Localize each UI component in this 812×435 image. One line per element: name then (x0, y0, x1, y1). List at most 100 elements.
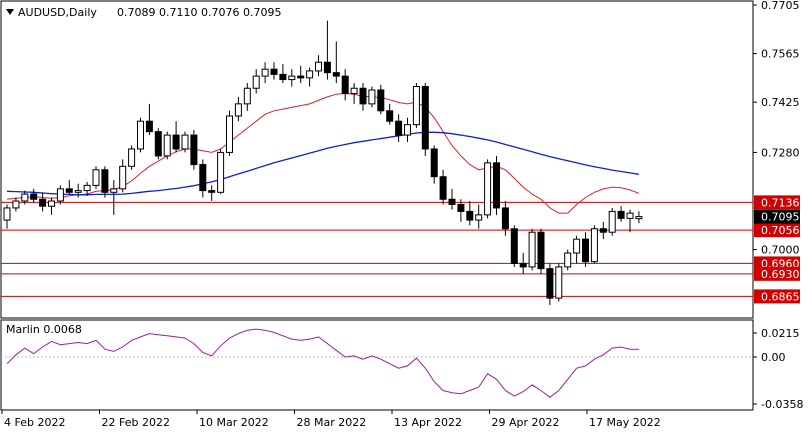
candle-body (475, 214, 483, 221)
candle (386, 103, 394, 125)
price-tick-label: 0.7705 (761, 0, 800, 12)
candle (510, 225, 518, 267)
candle (582, 232, 589, 267)
candle-body (92, 169, 100, 186)
candle-body (288, 75, 296, 81)
candle (83, 181, 91, 196)
candle-body (145, 120, 153, 133)
candle-body (448, 198, 456, 205)
candle-body (519, 262, 527, 268)
candle-body (501, 207, 509, 230)
oscillator-axis-label: -0.0358 (761, 398, 803, 411)
candle-body (48, 200, 55, 207)
candle (555, 263, 563, 302)
candle (466, 200, 474, 226)
candle-body (457, 203, 465, 212)
candle-body (3, 207, 11, 221)
candle (226, 110, 233, 156)
time-tick-label: 13 Apr 2022 (394, 416, 462, 429)
candle (21, 190, 29, 205)
candle (341, 69, 349, 101)
candle-body (368, 89, 376, 105)
candle (74, 183, 82, 198)
candle (475, 204, 483, 229)
level-price-label: 0.7136 (761, 196, 800, 209)
candle-body (404, 124, 411, 136)
candle-body (234, 103, 242, 117)
candle-body (21, 193, 29, 202)
candle-body (617, 210, 625, 219)
candle (172, 121, 180, 153)
current-price-box (754, 209, 800, 224)
candle-body (412, 86, 420, 126)
candle-body (341, 75, 349, 94)
candle (599, 221, 607, 240)
horizontal-levels (1, 201, 753, 297)
level-price-label: 0.7056 (761, 224, 800, 237)
candle (439, 169, 447, 205)
level-price-box (754, 289, 800, 304)
candle (199, 159, 207, 198)
candle-body (154, 131, 162, 157)
candle (590, 225, 598, 264)
candle (395, 114, 403, 143)
time-tick-label: 17 May 2022 (589, 416, 661, 429)
candle-body (430, 148, 438, 178)
candle-body (626, 212, 634, 219)
candle (101, 166, 109, 198)
candle-body (590, 228, 598, 263)
candle-body (555, 266, 563, 299)
candle (493, 155, 500, 215)
candle (163, 131, 171, 160)
candle (48, 197, 55, 215)
time-tick-label: 28 Mar 2022 (297, 416, 367, 429)
candle (377, 84, 385, 115)
candle (65, 180, 73, 195)
candle-body (510, 228, 518, 264)
time-tick-label: 29 Apr 2022 (492, 416, 560, 429)
candle-body (110, 188, 118, 193)
candle-body (65, 188, 73, 193)
candle-body (243, 87, 251, 105)
candle-body (279, 73, 287, 81)
candle-body (119, 165, 127, 190)
candle-body (573, 238, 581, 254)
candle (528, 228, 536, 271)
price-tick-label: 0.7425 (761, 96, 800, 109)
candle-body (101, 169, 109, 193)
candles (3, 20, 643, 306)
candle-body (137, 120, 144, 150)
candle-body (323, 61, 331, 74)
candle (208, 185, 216, 201)
candle (261, 62, 269, 84)
candle (350, 83, 358, 104)
price-tick-label: 0.7280 (761, 146, 800, 159)
candle (359, 83, 367, 111)
candle-body (421, 86, 429, 150)
candle-body (190, 134, 198, 166)
candle-body (74, 190, 82, 193)
level-price-label: 0.6930 (761, 268, 800, 281)
candle-body (608, 210, 616, 233)
candle (181, 131, 189, 153)
candle-body (12, 200, 20, 209)
candle-body (564, 252, 572, 268)
candle-body (39, 198, 47, 207)
triangle-down-icon[interactable] (6, 9, 14, 15)
candle (501, 200, 509, 236)
candle-body (582, 238, 589, 263)
candle (92, 166, 100, 189)
candle (119, 159, 127, 193)
time-tick-label: 10 Mar 2022 (199, 416, 269, 429)
candle (306, 67, 314, 87)
candle-body (635, 216, 643, 220)
candle (30, 188, 38, 203)
candle (546, 263, 554, 306)
candle (154, 128, 162, 160)
candle-body (528, 231, 536, 268)
candle (297, 65, 305, 84)
candle (635, 211, 643, 224)
candle-body (163, 134, 171, 157)
candle (368, 86, 376, 108)
